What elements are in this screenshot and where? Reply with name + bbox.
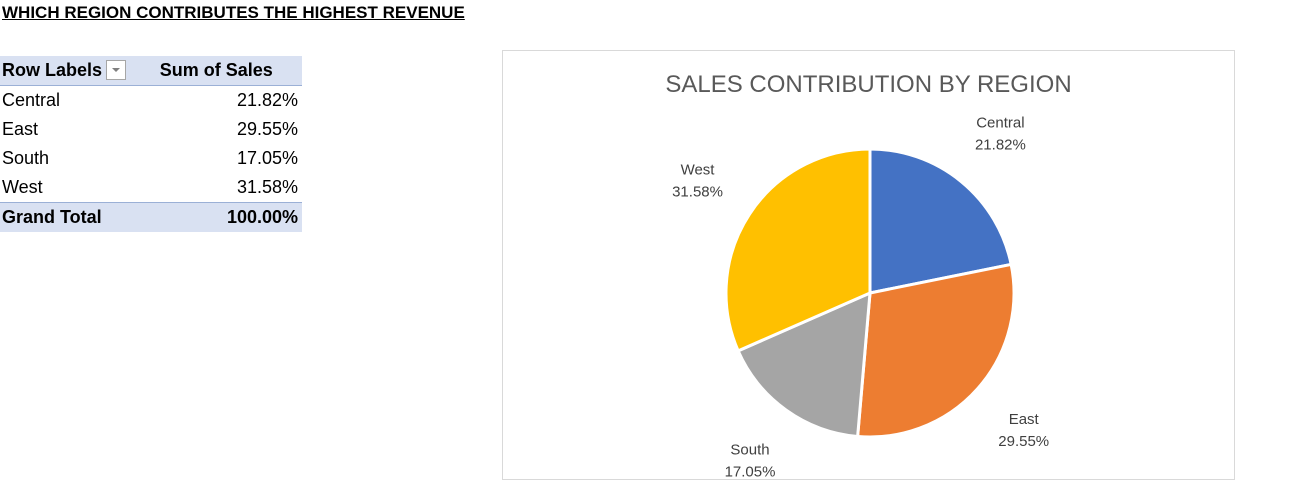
chart-title[interactable]: SALES CONTRIBUTION BY REGION	[665, 71, 1072, 98]
row-label[interactable]: South	[2, 148, 50, 168]
slice-label-value[interactable]: 21.82%	[975, 137, 1026, 154]
row-label[interactable]: Central	[2, 90, 61, 110]
sum-of-sales-header[interactable]: Sum of Sales	[157, 56, 302, 86]
row-labels-header[interactable]: Row Labels	[0, 56, 158, 86]
slice-label-value[interactable]: 29.55%	[998, 433, 1049, 450]
pivot-row: West 31.58%	[0, 173, 302, 203]
slice-label-category[interactable]: East	[1009, 411, 1040, 428]
pivot-row: Central 21.82%	[0, 86, 302, 116]
row-labels-header-text: Row Labels	[2, 59, 103, 80]
pivot-table: Row Labels Sum of Sales Central 21.82% E…	[0, 56, 302, 232]
slice-label-category[interactable]: Central	[976, 115, 1024, 132]
row-value[interactable]: 31.58%	[236, 177, 298, 197]
grand-total-label[interactable]: Grand Total	[0, 202, 158, 232]
pie-slice-east[interactable]	[855, 262, 1016, 439]
pie-chart: Central 21.82% East 29.55% South 17.05% West 31…	[672, 115, 1049, 481]
pivot-row: South 17.05%	[0, 144, 302, 173]
pivot-row: East 29.55%	[0, 115, 302, 144]
grand-total-row: Grand Total 100.00%	[0, 202, 302, 232]
row-value[interactable]: 21.82%	[236, 90, 298, 110]
slice-label-value[interactable]: 31.58%	[672, 183, 723, 200]
row-label[interactable]: West	[2, 177, 43, 197]
pie-slice-west[interactable]	[724, 147, 872, 353]
row-value[interactable]: 17.05%	[236, 148, 298, 168]
slice-label-category[interactable]: South	[730, 441, 769, 458]
row-value[interactable]: 29.55%	[236, 119, 298, 139]
sheet-heading: WHICH REGION CONTRIBUTES THE HIGHEST REV…	[2, 3, 465, 22]
filter-dropdown-icon[interactable]	[106, 60, 127, 81]
pie-slice-central[interactable]	[868, 147, 1013, 295]
row-label[interactable]: East	[2, 119, 39, 139]
pie-chart-container[interactable]: SALES CONTRIBUTION BY REGION Central 21.8…	[502, 50, 1235, 480]
slice-label-value[interactable]: 17.05%	[725, 463, 776, 480]
pivot-header-row: Row Labels Sum of Sales	[0, 56, 302, 86]
grand-total-value[interactable]: 100.00%	[157, 202, 302, 232]
pie-slice-south[interactable]	[736, 290, 872, 439]
slice-label-category[interactable]: West	[681, 161, 716, 178]
